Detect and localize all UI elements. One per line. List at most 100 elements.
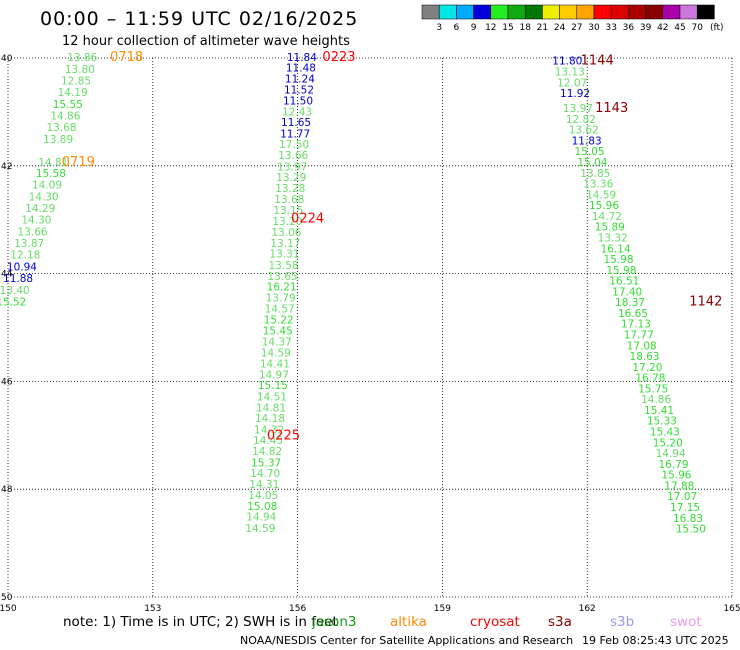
wave-height-value: 11.48 (286, 63, 316, 75)
note-text: note: 1) Time is in UTC; 2) SWH is in fe… (63, 614, 338, 630)
pass-time-label: 0223 (322, 50, 355, 65)
wave-height-value: 15.75 (638, 383, 668, 395)
wave-height-value: 14.59 (261, 347, 291, 359)
wave-height-value: 16.14 (601, 243, 631, 255)
wave-height-value: 14.81 (256, 402, 286, 414)
wave-height-value: 15.37 (251, 457, 281, 469)
wave-height-value: 17.08 (627, 340, 657, 352)
wave-height-value: 14.45 (253, 435, 283, 447)
altimeter-tracks: 13.8613.8012.8514.1915.5514.8613.6813.89… (0, 50, 722, 536)
longitude-tick-label: 159 (434, 604, 451, 614)
wave-height-value: 13.17 (270, 238, 300, 250)
longitude-tick-label: 153 (144, 604, 161, 614)
colorbar-label: 18 (519, 23, 531, 33)
mission-legend: jason3 altika cryosat s3a s3b swot (311, 614, 702, 630)
colorbar-label: 39 (640, 23, 652, 33)
wave-height-value: 13.29 (276, 172, 306, 184)
wave-height-value: 11.65 (281, 117, 311, 129)
wave-height-value: 11.77 (280, 128, 310, 140)
wave-height-value: 16.65 (618, 308, 648, 320)
pass-time-label: 0718 (110, 50, 143, 65)
wave-height-value: 14.86 (50, 111, 80, 123)
wave-height-value: 13.62 (569, 125, 599, 137)
mission-legend-item: cryosat (470, 614, 520, 630)
wave-height-value: 11.84 (287, 52, 317, 64)
wave-height-value: 14.30 (29, 192, 59, 204)
wave-height-value: 13.15 (273, 205, 303, 217)
wave-height-value: 14.30 (21, 215, 51, 227)
generated-timestamp: 19 Feb 08:25:43 UTC 2025 (582, 634, 729, 647)
wave-height-value: 14.19 (58, 87, 88, 99)
wave-height-value: 13.66 (18, 227, 48, 239)
wave-height-value: 16.78 (635, 373, 665, 385)
colorbar-label: 27 (571, 23, 582, 33)
wave-height-value: 14.59 (586, 189, 616, 201)
wave-height-value: 13.68 (46, 122, 76, 134)
wave-height-value: 13.85 (580, 168, 610, 180)
colorbar-swatch (679, 4, 698, 20)
wave-height-value: 14.57 (265, 304, 295, 316)
mission-legend-item: s3b (610, 614, 634, 630)
colorbar-label: 15 (502, 23, 513, 33)
wave-height-value: 11.50 (283, 96, 313, 108)
colorbar-unit-label: (ft) (710, 23, 724, 33)
wave-height-value: 17.77 (624, 330, 654, 342)
wave-height-value: 13.66 (278, 150, 308, 162)
wave-height-value: 12.82 (566, 114, 596, 126)
wave-height-value: 12.07 (557, 77, 587, 89)
wave-height-value: 15.15 (258, 380, 288, 392)
colorbar-label: 70 (691, 23, 703, 33)
colorbar-label: 30 (588, 23, 600, 33)
wave-height-colorbar: (ft) 3 6 9 12 15 18 21 24 27 30 33 36 39 42 45 70 (421, 4, 724, 33)
altimeter-track: 13.8613.8012.8514.1915.5514.8613.6813.89… (0, 50, 143, 309)
wave-height-value: 14.09 (32, 180, 62, 192)
colorbar-swatch (559, 4, 578, 20)
wave-height-value: 16.21 (267, 282, 297, 294)
wave-height-value: 15.04 (577, 157, 607, 169)
wave-height-value: 16.51 (609, 276, 639, 288)
wave-height-value: 17.07 (667, 491, 697, 503)
wave-height-value: 15.22 (264, 314, 294, 326)
wave-height-value: 11.83 (572, 135, 602, 147)
wave-height-value: 15.52 (0, 297, 26, 309)
colorbar-swatch (662, 4, 681, 20)
wave-height-value: 13.36 (583, 179, 613, 191)
wave-height-value: 15.96 (661, 470, 691, 482)
wave-height-value: 16.83 (673, 513, 703, 525)
colorbar-label: 6 (454, 23, 460, 33)
wave-height-value: 13.97 (563, 103, 593, 115)
wave-height-value: 14.05 (248, 490, 278, 502)
latitude-tick-label: 44 (1, 270, 13, 280)
wave-height-value: 15.20 (653, 437, 683, 449)
colorbar-label: 33 (605, 23, 616, 33)
pass-time-label: 0719 (62, 155, 95, 170)
wave-height-value: 14.70 (250, 468, 280, 480)
colorbar-swatch (696, 4, 715, 20)
wave-height-value: 13.79 (266, 292, 296, 304)
wave-height-value: 17.50 (279, 139, 309, 151)
wave-height-value: 13.58 (269, 260, 299, 272)
wave-height-value: 14.94 (246, 512, 276, 524)
wave-height-value: 17.13 (621, 319, 651, 331)
latitude-tick-label: 40 (1, 54, 13, 64)
wave-height-value: 13.68 (274, 194, 304, 206)
longitude-tick-label: 150 (0, 604, 17, 614)
wave-height-value: 15.55 (53, 99, 83, 111)
colorbar-swatch (473, 4, 492, 20)
latitude-tick-label: 46 (1, 377, 13, 387)
wave-height-value: 14.37 (262, 337, 292, 349)
wave-height-value: 13.86 (67, 52, 97, 64)
colorbar-swatch (456, 4, 474, 20)
altimeter-track: 11.8411.4811.2411.5211.5012.4311.6511.77… (245, 50, 355, 535)
map-grid (7, 57, 733, 598)
wave-height-value: 13.40 (0, 285, 30, 297)
wave-height-value: 13.06 (271, 227, 301, 239)
colorbar-swatch (645, 4, 664, 20)
wave-height-value: 16.79 (658, 459, 688, 471)
pass-time-label: 1142 (689, 295, 722, 310)
pass-time-label: 1144 (581, 54, 614, 69)
wave-height-value: 14.97 (259, 369, 289, 381)
wave-height-value: 11.92 (560, 88, 590, 100)
longitude-tick-label: 165 (723, 604, 740, 614)
colorbar-label: 36 (623, 23, 635, 33)
